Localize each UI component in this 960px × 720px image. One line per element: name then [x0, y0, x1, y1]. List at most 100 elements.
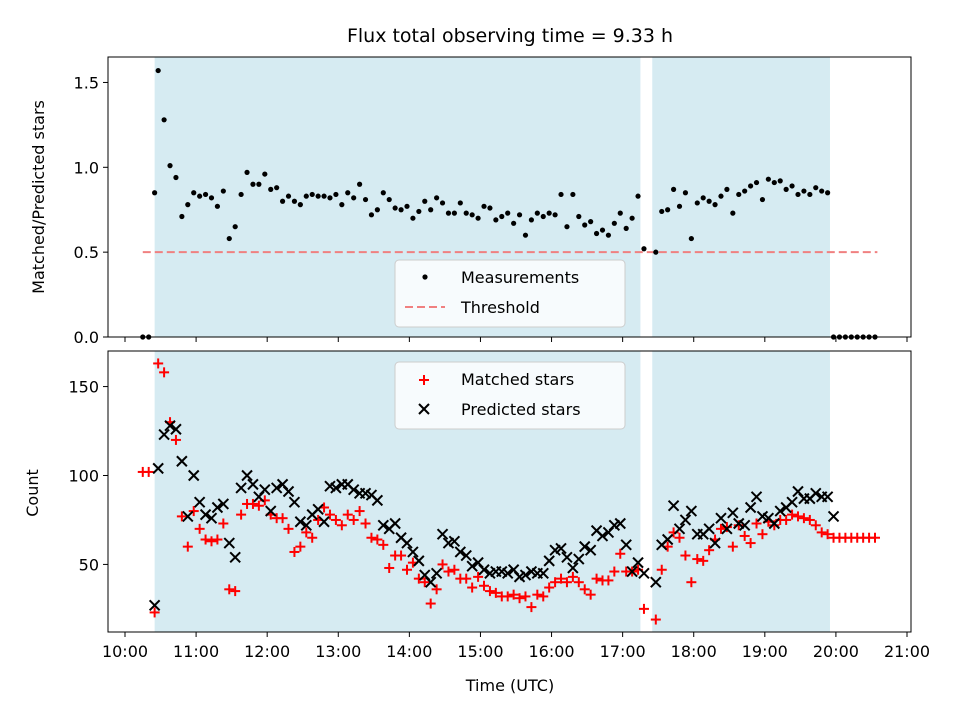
measurement-point — [582, 222, 588, 228]
matched-star-point — [810, 520, 821, 531]
measurement-point — [374, 207, 380, 213]
matched-star-point — [561, 577, 572, 588]
top-y-ticks: 0.0 0.5 1.0 1.5 — [74, 73, 108, 347]
matched-star-point — [212, 534, 223, 545]
measurement-point — [345, 190, 351, 196]
measurement-point — [185, 202, 191, 208]
predicted-star-point — [454, 546, 467, 558]
measurement-point — [522, 232, 529, 238]
matched-star-point — [603, 575, 614, 586]
matched-star-point — [751, 518, 762, 529]
matched-star-point — [538, 591, 549, 602]
matched-star-point — [792, 511, 803, 522]
measurement-point — [694, 200, 700, 206]
measurement-point — [777, 178, 783, 184]
predicted-star-point — [537, 567, 549, 580]
matched-star-point — [153, 358, 164, 369]
matched-star-point — [378, 539, 389, 550]
matched-star-point — [467, 582, 478, 593]
legend-marker-predicted — [418, 403, 430, 415]
matched-star-point — [206, 536, 217, 547]
top-y-axis-label: Matched/Predicted stars — [29, 100, 48, 294]
bottom-xtick-label: 20:00 — [813, 642, 859, 661]
measurement-point — [238, 191, 244, 198]
measurement-point — [771, 179, 777, 186]
matched-star-point — [698, 555, 709, 566]
measurement-point — [712, 202, 718, 208]
bottom-xtick-label: 15:00 — [457, 642, 503, 661]
bottom-y-axis-label: Count — [23, 469, 42, 517]
matched-star-point — [149, 607, 160, 618]
matched-star-point — [324, 509, 335, 520]
matched-star-point — [502, 591, 513, 602]
measurement-point — [665, 207, 671, 213]
predicted-star-point — [152, 462, 164, 475]
predicted-star-point — [632, 556, 644, 569]
matched-star-point — [674, 532, 685, 543]
top-axes-frame — [107, 56, 912, 338]
predicted-star-point — [555, 542, 567, 555]
predicted-star-point — [205, 512, 218, 524]
matched-star-point — [739, 530, 750, 541]
matched-star-point — [372, 534, 383, 545]
predicted-star-point — [715, 512, 727, 524]
predicted-star-point — [685, 505, 698, 517]
predicted-star-point — [158, 428, 170, 441]
matched-star-point — [484, 586, 495, 597]
chart-title: Flux total observing time = 9.33 h — [347, 25, 673, 47]
predicted-star-point — [401, 537, 413, 549]
matched-star-point — [585, 589, 596, 600]
measurement-point — [670, 186, 677, 192]
measurement-point — [303, 193, 309, 199]
matched-star-point — [787, 509, 798, 520]
matched-star-point — [798, 513, 809, 524]
predicted-star-point — [229, 551, 241, 564]
measurement-point — [635, 193, 641, 199]
predicted-star-point — [259, 484, 271, 496]
top-ytick-label: 0.0 — [74, 328, 99, 347]
measurement-point — [570, 191, 576, 198]
predicted-star-point — [567, 562, 579, 574]
measurement-point — [451, 210, 457, 216]
predicted-star-point — [679, 514, 692, 526]
bottom-xtick-label: 18:00 — [671, 642, 717, 661]
measurement-point — [540, 213, 546, 220]
measurement-point — [434, 195, 440, 201]
measurement-point — [357, 181, 363, 187]
bottom-ytick-label: 50 — [79, 555, 99, 574]
top-ytick-label: 1.5 — [74, 73, 99, 92]
measurement-point — [617, 210, 623, 216]
matched-star-point — [301, 527, 312, 538]
matched-star-point — [573, 577, 584, 588]
measurement-point — [611, 220, 617, 226]
measurement-point — [173, 174, 179, 181]
measurement-point — [759, 196, 766, 203]
bottom-ytick-label: 100 — [68, 466, 99, 485]
predicted-star-point — [407, 546, 419, 558]
measurement-point — [226, 235, 232, 242]
matched-star-point — [176, 511, 187, 522]
predicted-star-point — [750, 491, 763, 503]
predicted-star-point — [148, 599, 161, 612]
predicted-star-point — [270, 482, 283, 494]
bottom-xtick-label: 19:00 — [742, 642, 788, 661]
measurement-point — [795, 191, 801, 198]
measurement-point — [208, 195, 215, 201]
bottom-shade-1 — [652, 351, 830, 632]
top-ytick-label: 0.5 — [74, 243, 99, 262]
measurement-point — [688, 235, 694, 242]
predicted-star-point — [579, 540, 591, 553]
measurement-point — [546, 210, 552, 216]
measurement-point — [279, 198, 286, 204]
measurement-point — [783, 186, 789, 192]
matched-star-point — [384, 562, 395, 573]
top-legend-box — [394, 259, 626, 328]
measurement-point — [262, 171, 268, 177]
matched-star-point — [757, 529, 768, 540]
measurement-point — [641, 246, 647, 252]
measurement-point — [155, 67, 161, 74]
matched-star-point — [236, 509, 247, 520]
measurement-point — [718, 193, 724, 199]
matched-star-point — [396, 550, 407, 561]
